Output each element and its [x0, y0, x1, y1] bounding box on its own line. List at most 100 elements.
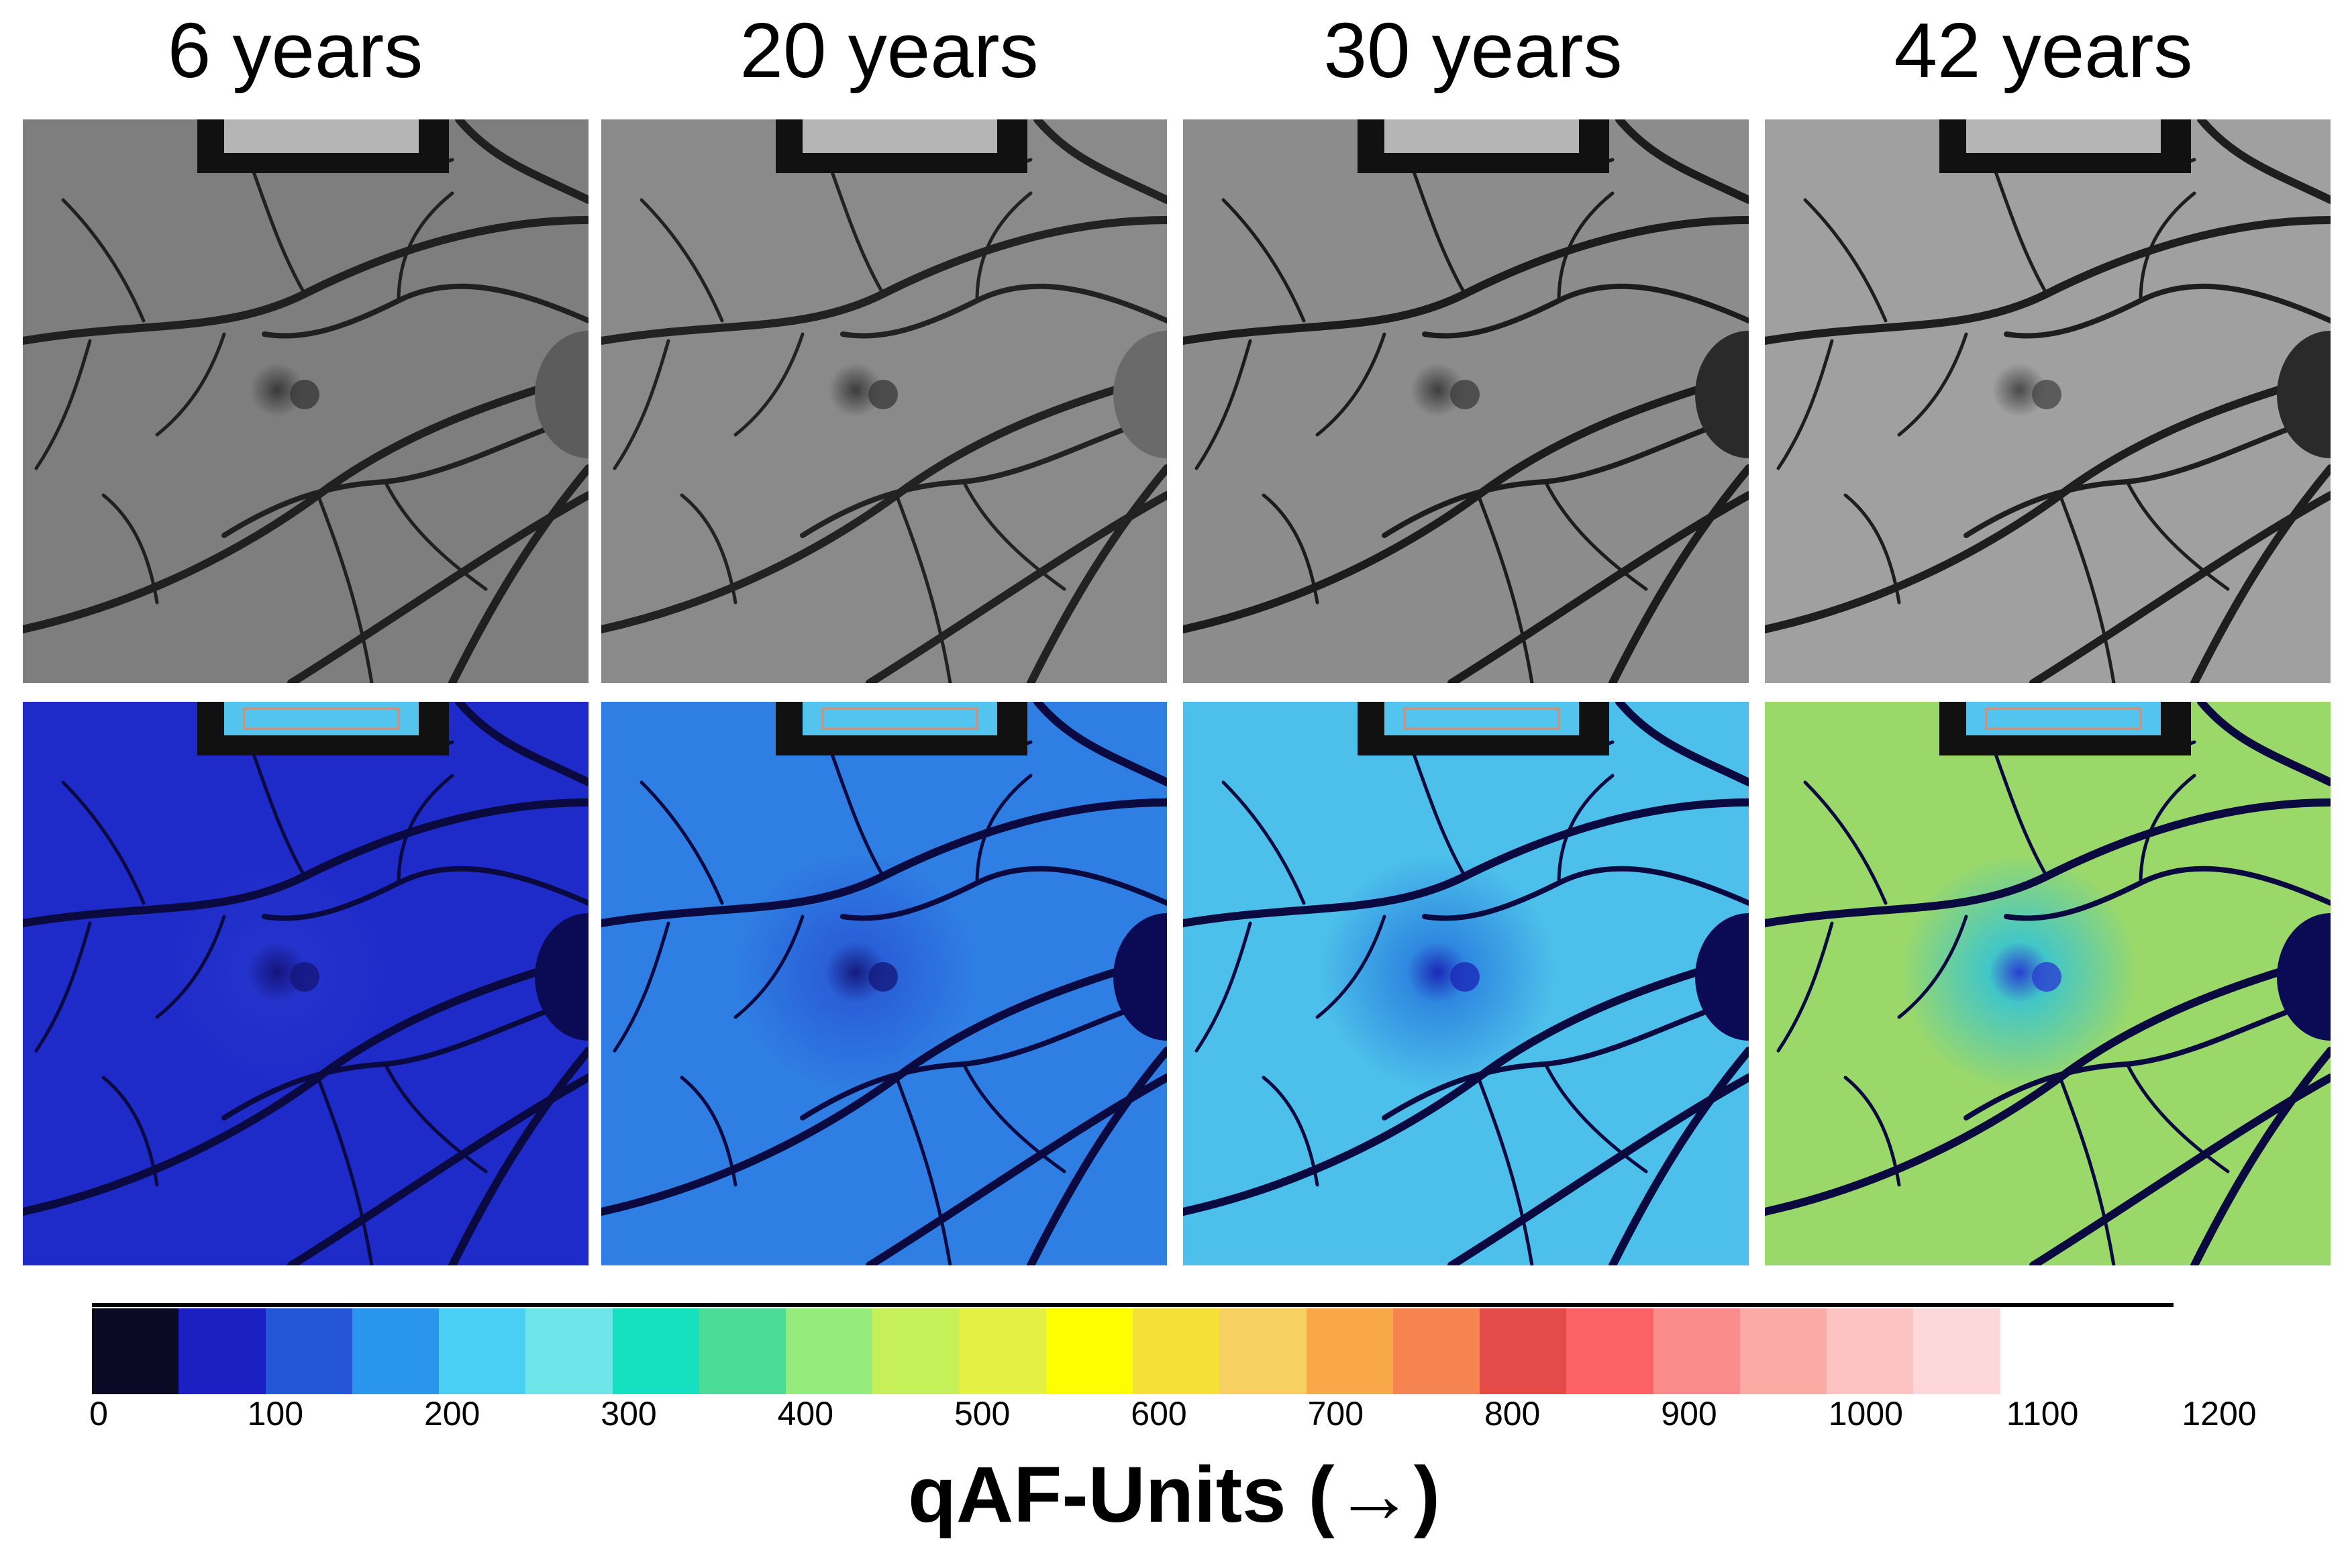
column-title-6-years: 6 years: [167, 7, 423, 94]
colorbar-swatch: [699, 1308, 786, 1394]
internal-reference: [1966, 702, 2161, 735]
qaf-color-map-20-years: [601, 702, 1167, 1265]
retinal-vessel: [155, 332, 226, 437]
retinal-vessel: [287, 1074, 589, 1265]
colorbar-swatch: [265, 1308, 353, 1394]
colorbar-swatch: [1566, 1308, 1653, 1394]
retinal-vessel: [962, 1062, 1066, 1173]
retinal-vessel: [34, 921, 92, 1053]
colorbar-tick-label: 900: [1661, 1395, 1717, 1432]
retinal-vessel: [448, 1047, 589, 1265]
autofluorescence-image-20-years: [601, 119, 1167, 683]
qaf-color-map-30-years: [1183, 702, 1749, 1265]
retinal-vessel: [1221, 198, 1306, 323]
retinal-vessel: [1557, 774, 1615, 885]
colorbar-swatch: [1392, 1308, 1480, 1394]
internal-reference: [803, 119, 997, 153]
retinal-vessel: [101, 493, 159, 605]
retinal-vessel: [680, 493, 737, 605]
retinal-vessel: [975, 774, 1033, 885]
retinal-vessel: [733, 914, 805, 1019]
autofluorescence-image-6-years: [23, 119, 589, 683]
retinal-vessel: [866, 1074, 1167, 1265]
colorbar-swatch: [1045, 1308, 1133, 1394]
retinal-vessel: [2197, 702, 2331, 786]
internal-reference: [1384, 702, 1579, 735]
retinal-vessel: [61, 780, 146, 905]
colorbar-tick-label: 400: [777, 1395, 834, 1432]
retinal-vessel: [1615, 702, 1749, 786]
colorbar-swatch: [786, 1308, 873, 1394]
retinal-vessel: [1843, 493, 1901, 605]
retinal-vessel: [640, 198, 724, 323]
retinal-vessel: [101, 1076, 159, 1187]
colorbar-tick-label: 100: [247, 1395, 304, 1432]
retinal-vessel: [2190, 464, 2331, 683]
reference-roi: [1403, 707, 1560, 730]
colorbar-frame: [92, 1308, 2174, 1394]
retinal-vessel: [895, 1076, 952, 1265]
retinal-vessel: [1422, 866, 1749, 921]
retinal-vessel: [448, 464, 589, 683]
colorbar-tick-label: 500: [954, 1395, 1011, 1432]
retinal-vessel: [2190, 1047, 2331, 1265]
retinal-vessel: [975, 191, 1033, 303]
retinal-vessel: [316, 493, 374, 683]
retinal-vessel: [1476, 1076, 1534, 1265]
colorbar-swatch: [2086, 1308, 2174, 1394]
column-title-42-years: 42 years: [1894, 7, 2193, 94]
retinal-vessel: [397, 774, 454, 885]
colorbar-tick-label: 0: [89, 1395, 108, 1432]
retinal-vessel: [316, 1076, 374, 1265]
retinal-vessel: [61, 198, 146, 323]
retinal-vessel: [1262, 493, 1319, 605]
retinal-vessel: [155, 914, 226, 1019]
colorbar-swatch: [1133, 1308, 1220, 1394]
retinal-vessel: [733, 332, 805, 437]
retinal-vessel: [1194, 921, 1252, 1053]
internal-reference: [1384, 119, 1579, 153]
colorbar-tick-label: 1000: [1828, 1395, 1903, 1432]
fovea: [290, 962, 319, 992]
retinal-vessel: [840, 866, 1167, 921]
retinal-vessel: [1262, 1076, 1319, 1187]
retinal-vessel: [455, 119, 589, 204]
retinal-vessel: [1803, 198, 1888, 323]
autofluorescence-image-30-years: [1183, 119, 1749, 683]
retinal-vessel: [1615, 119, 1749, 204]
retinal-vessel: [2004, 866, 2331, 921]
autofluorescence-image-42-years: [1765, 119, 2331, 683]
retinal-vessel: [1609, 1047, 1749, 1265]
retinal-vessel: [1557, 191, 1615, 303]
retinal-vessel: [1476, 493, 1534, 683]
colorbar-swatch: [439, 1308, 526, 1394]
retinal-vessel: [2058, 1076, 2116, 1265]
colorbar-swatch: [959, 1308, 1047, 1394]
qaf-color-map-42-years: [1765, 702, 2331, 1265]
retinal-vessel: [1803, 780, 1888, 905]
retinal-vessel: [1543, 480, 1648, 591]
retinal-vessel: [1543, 1062, 1648, 1173]
retinal-vessel: [840, 283, 1167, 339]
retinal-vessel: [2125, 480, 2230, 591]
retinal-vessel: [1897, 914, 1968, 1019]
retinal-vessel: [2058, 493, 2116, 683]
retinal-vessel: [1221, 780, 1306, 905]
colorbar-swatch: [1306, 1308, 1394, 1394]
colorbar-tick-label: 200: [423, 1395, 480, 1432]
colorbar-swatch: [352, 1308, 440, 1394]
optic-disc: [535, 913, 589, 1041]
internal-reference: [803, 702, 997, 735]
colorbar-tick-label: 800: [1484, 1395, 1541, 1432]
retinal-vessel: [640, 780, 724, 905]
retinal-vessel: [1315, 914, 1386, 1019]
retinal-vessel: [397, 191, 454, 303]
column-title-30-years: 30 years: [1323, 7, 1623, 94]
optic-disc: [1113, 913, 1167, 1041]
colorbar-swatch: [1827, 1308, 1914, 1394]
colorbar-swatch: [612, 1308, 700, 1394]
optic-disc: [1695, 913, 1749, 1041]
retinal-vessel: [262, 866, 589, 921]
retinal-vessel: [262, 283, 589, 339]
retinal-vessel: [1447, 1074, 1749, 1265]
